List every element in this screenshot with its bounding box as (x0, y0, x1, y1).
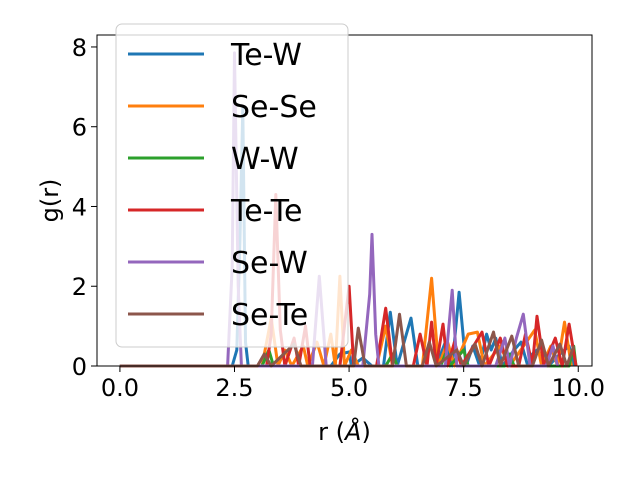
x-axis-ticks: 0.0 2.5 5.0 7.5 10.0 (101, 366, 605, 402)
x-axis-label-unit: Å (343, 417, 361, 446)
x-axis-label: r (Å) (318, 417, 371, 446)
x-axis-label-close: ) (361, 418, 370, 446)
legend-label: Se-Se (231, 90, 317, 125)
y-axis-ticks: 0 2 4 6 8 (72, 34, 97, 381)
legend-label: Se-W (231, 246, 308, 281)
legend: Te-W Se-Se W-W Te-Te Se-W Se-Te (115, 23, 349, 348)
legend-label: Se-Te (231, 298, 308, 333)
legend-label: W-W (231, 142, 299, 177)
x-tick-label: 2.5 (215, 374, 253, 402)
y-tick-label: 2 (72, 273, 87, 301)
y-tick-label: 0 (72, 353, 87, 381)
y-tick-label: 8 (72, 34, 87, 62)
legend-label: Te-W (230, 38, 302, 73)
y-tick-label: 4 (72, 193, 87, 221)
x-tick-label: 0.0 (101, 374, 139, 402)
x-tick-label: 5.0 (330, 374, 368, 402)
x-tick-label: 7.5 (445, 374, 483, 402)
x-tick-label: 10.0 (552, 374, 605, 402)
y-tick-label: 6 (72, 114, 87, 142)
y-axis-label: g(r) (36, 179, 64, 223)
x-axis-label-text: r ( (318, 418, 345, 446)
legend-label: Te-Te (230, 194, 302, 229)
